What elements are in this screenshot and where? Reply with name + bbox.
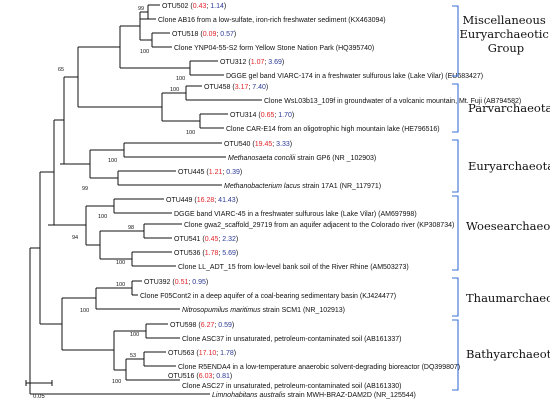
taxon-label-limnohabitans: Limnohabitans australis strain MWH-BRAZ-… [212,392,416,399]
bootstrap-value: 100 [130,332,139,338]
taxon-label-otu449: OTU449 (16.28; 41.43) [166,197,238,204]
taxon-label-otu392: OTU392 (0.51; 0.95) [144,279,208,286]
group-bracket-bathyarchaeota [452,319,459,391]
taxon-label-clone-r5enda4: Clone R5ENDA4 in a low-temperature anaer… [178,364,460,371]
group-label-woesearchaeota: Woesearchaeota [466,219,550,233]
scale-bar: 0.05 [25,380,53,400]
taxon-label-methanosaeta: Methanosaeta concilii strain GP6 (NR _10… [228,155,376,162]
group-bracket-euryarchaeota [452,139,459,193]
bootstrap-value: 53 [130,353,136,359]
taxon-label-clone-gwa2: Clone gwa2_scaffold_29719 from an aquife… [184,222,454,229]
bootstrap-value: 100 [116,282,125,288]
taxon-label-otu541: OTU541 (0.45; 2.32) [174,236,238,243]
tree-branches [29,4,262,395]
taxon-labels: OTU502 (0.43; 1.14) Clone AB16 from a lo… [140,3,521,399]
bootstrap-value: 100 [140,49,149,55]
group-label-thaumarchaeota: Thaumarchaeota [466,291,550,305]
taxon-label-otu598: OTU598 (6.27; 0.59) [170,322,234,329]
taxon-label-nitrosopumilus: Nitrosopumilus maritimus strain SCM1 (NR… [182,307,345,314]
taxon-label-otu502: OTU502 (0.43; 1.14) [162,3,226,10]
group-bracket-misc-euryarchaeotic [452,5,459,77]
taxon-label-otu458: OTU458 (3.17; 7.40) [204,84,268,91]
taxon-label-otu518: OTU518 (0.09; 0.57) [172,31,236,38]
taxon-label-otu314: OTU314 (0.65; 1.70) [230,112,294,119]
taxon-label-otu563: OTU563 (17.10; 1.78) [168,350,236,357]
taxon-label-dgge-viarc174: DGGE gel band VIARC-174 in a freshwater … [226,73,483,80]
group-label-parvarchaeota: Parvarchaeota [468,101,550,115]
bootstrap-value: 99 [82,186,88,192]
taxon-label-otu516: OTU516 (6.03; 0.81) [168,373,232,380]
taxon-label-otu445: OTU445 (1.21; 0.39) [178,169,242,176]
bootstrap-value: 100 [112,379,121,385]
group-label-euryarchaeota: Euryarchaeota [468,159,550,173]
bootstrap-value: 100 [80,308,89,314]
group-label-bathyarchaeota: Bathyarchaeota [466,347,550,361]
bootstrap-value: 98 [128,225,134,231]
bootstrap-value: 65 [58,67,64,73]
bootstrap-value: 100 [186,130,195,136]
bootstrap-values: 99 100 100 65 100 100 100 99 100 98 94 1… [58,6,195,385]
taxon-label-dgge-viarc45: DGGE band VIARC-45 in a freshwater sulfu… [174,211,417,218]
scale-bar-label: 0.05 [33,394,45,400]
group-bracket-parvarchaeota [452,83,459,133]
taxon-label-clone-ynp04: Clone YNP04-55-S2 form Yellow Stone Nati… [174,45,374,52]
group-bracket-woesearchaeota [452,195,459,271]
taxon-label-clone-asc37: Clone ASC37 in unsaturated, petroleum-co… [182,336,401,343]
taxon-label-clone-ll-adt15: Clone LL_ADT_15 from low-level bank soil… [178,264,409,271]
taxon-label-clone-ab16: Clone AB16 from a low-sulfate, iron-rich… [158,17,386,24]
taxon-label-clone-wsl03b13: Clone WsL03b13_109f in groundwater of a … [264,98,521,105]
group-bracket-thaumarchaeota [452,277,459,317]
group-brackets: Miscellaneous Euryarchaeotic Group Parva… [452,5,550,391]
taxon-label-clone-car-e14: Clone CAR-E14 from an oligotrophic high … [226,126,440,133]
bootstrap-value: 100 [108,158,117,164]
taxon-label-methanobacterium: Methanobacterium lacus strain 17A1 (NR_1… [224,183,381,190]
bootstrap-value: 100 [170,87,179,93]
bootstrap-value: 94 [72,235,78,241]
taxon-label-clone-f05cont2: Clone F05Cont2 in a deep aquifer of a co… [140,293,396,300]
taxon-label-otu536: OTU536 (1.78; 5.69) [174,250,238,257]
bootstrap-value: 100 [176,76,185,82]
taxon-label-otu540: OTU540 (19.45; 3.33) [224,141,292,148]
group-label-misc-euryarchaeotic: Miscellaneous Euryarchaeotic Group [460,13,550,55]
taxon-label-clone-asc27: Clone ASC27 in unsaturated, petroleum-co… [182,383,401,390]
bootstrap-value: 100 [116,260,125,266]
taxon-label-otu312: OTU312 (1.07; 3.69) [220,59,284,66]
bootstrap-value: 99 [138,6,144,12]
bootstrap-value: 100 [98,214,107,220]
